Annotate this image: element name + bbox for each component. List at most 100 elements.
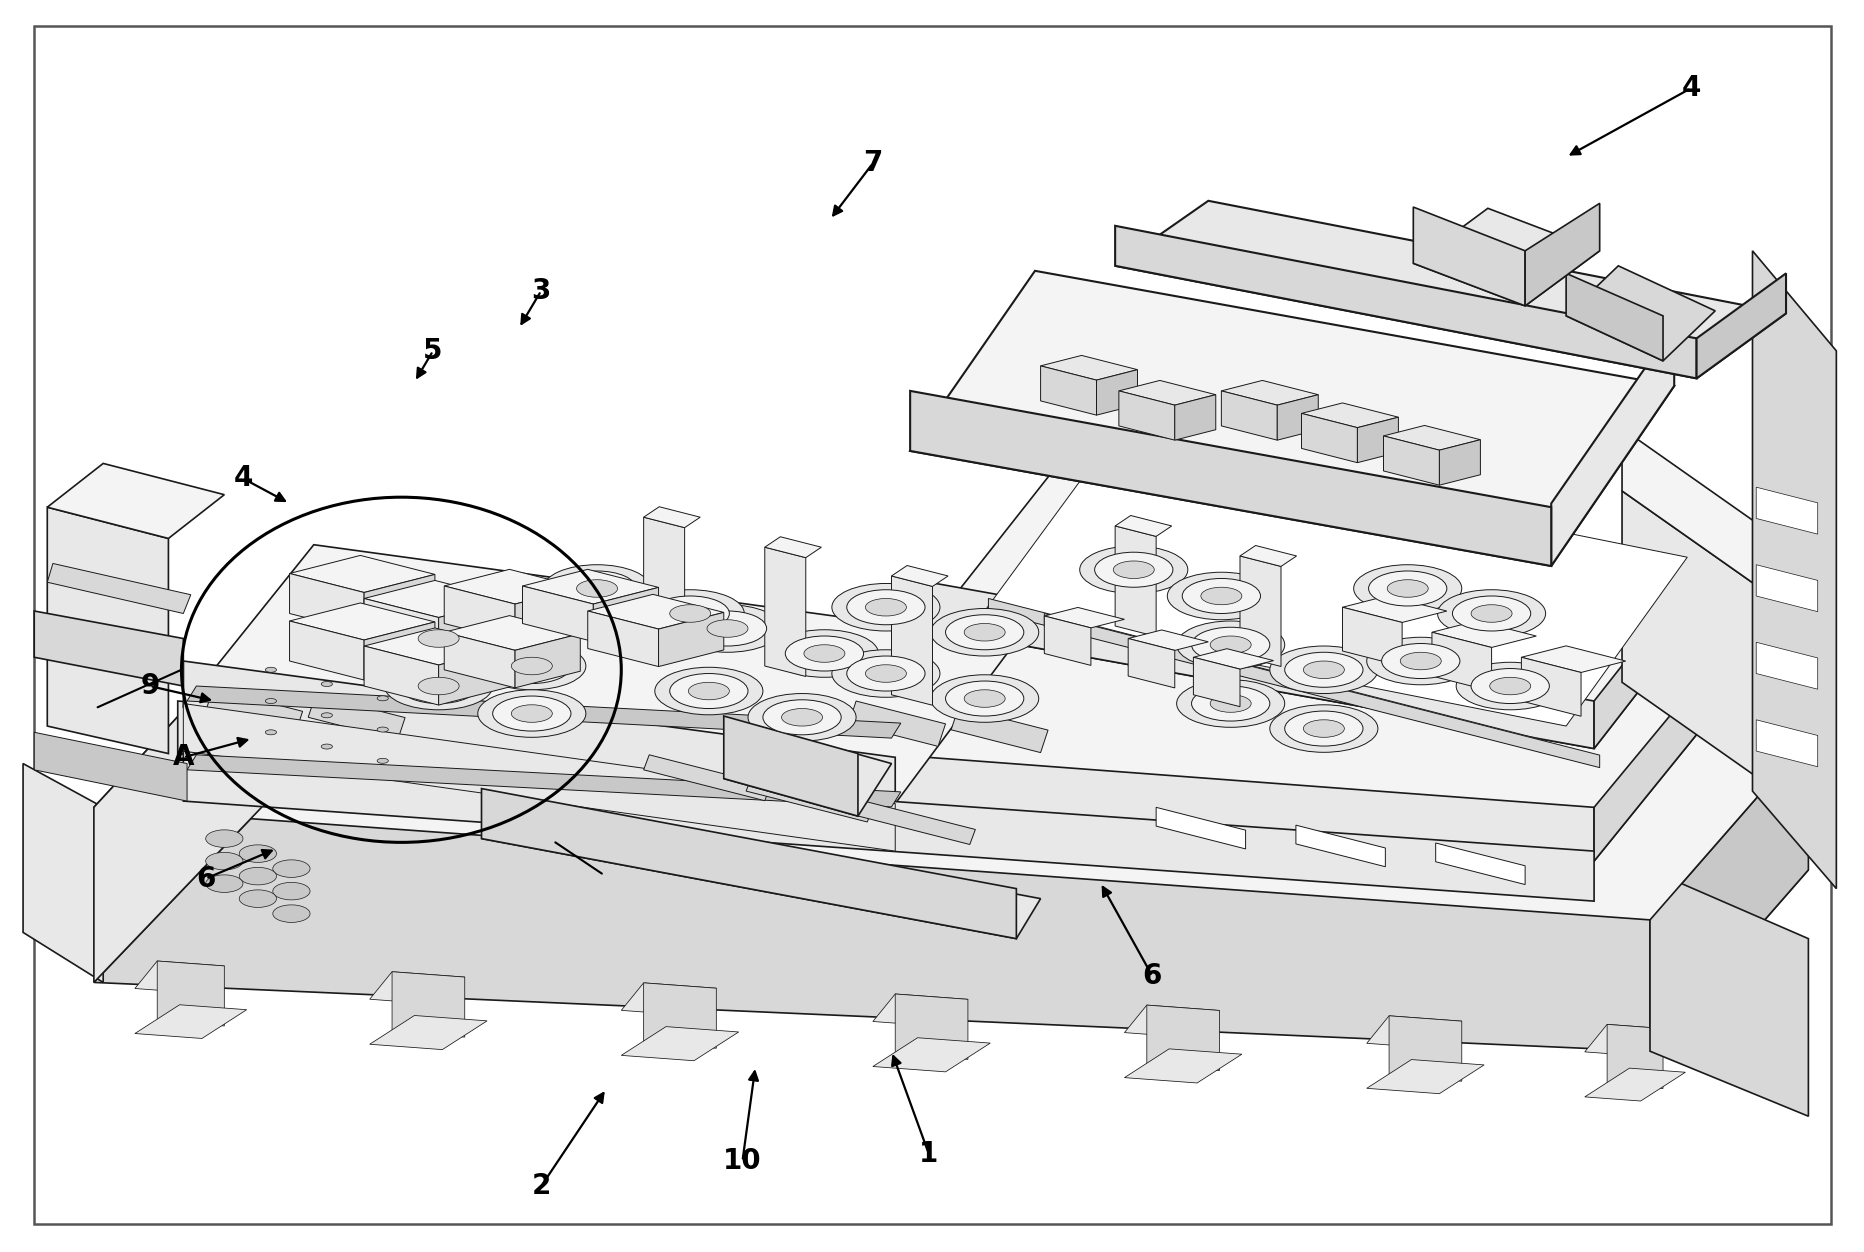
Ellipse shape xyxy=(265,699,276,704)
Polygon shape xyxy=(723,716,857,816)
Polygon shape xyxy=(93,626,1808,920)
Polygon shape xyxy=(643,517,684,646)
Polygon shape xyxy=(1383,436,1439,486)
Ellipse shape xyxy=(399,621,477,656)
Polygon shape xyxy=(1756,720,1817,766)
Ellipse shape xyxy=(770,630,878,677)
Polygon shape xyxy=(643,755,770,801)
Ellipse shape xyxy=(1489,677,1530,695)
Polygon shape xyxy=(363,598,438,657)
Polygon shape xyxy=(1096,369,1137,416)
Polygon shape xyxy=(1342,607,1402,666)
Ellipse shape xyxy=(945,681,1023,716)
Ellipse shape xyxy=(706,620,747,637)
Polygon shape xyxy=(1156,808,1245,849)
Ellipse shape xyxy=(651,596,729,631)
Polygon shape xyxy=(444,586,514,641)
Ellipse shape xyxy=(1456,662,1564,710)
Polygon shape xyxy=(1277,394,1318,441)
Polygon shape xyxy=(1607,1024,1663,1088)
Ellipse shape xyxy=(239,890,276,908)
Ellipse shape xyxy=(1471,669,1549,704)
Polygon shape xyxy=(587,595,723,629)
Text: 3: 3 xyxy=(531,277,550,304)
Ellipse shape xyxy=(930,608,1038,656)
Polygon shape xyxy=(1128,630,1208,650)
Text: 7: 7 xyxy=(863,149,882,178)
Polygon shape xyxy=(1124,1005,1219,1038)
Polygon shape xyxy=(363,575,434,632)
Polygon shape xyxy=(1193,657,1240,706)
Ellipse shape xyxy=(477,642,585,690)
Polygon shape xyxy=(1584,1068,1685,1101)
Polygon shape xyxy=(1566,265,1715,361)
Polygon shape xyxy=(764,547,805,676)
Polygon shape xyxy=(183,704,895,851)
Polygon shape xyxy=(363,646,438,705)
Polygon shape xyxy=(1342,596,1446,622)
Polygon shape xyxy=(1413,208,1599,305)
Ellipse shape xyxy=(865,665,906,682)
Polygon shape xyxy=(984,441,1687,726)
Polygon shape xyxy=(1240,546,1295,566)
Polygon shape xyxy=(1650,870,1808,1117)
Ellipse shape xyxy=(1303,720,1344,737)
Ellipse shape xyxy=(964,623,1005,641)
Ellipse shape xyxy=(1353,565,1461,612)
Polygon shape xyxy=(205,689,302,734)
Ellipse shape xyxy=(865,598,906,616)
Ellipse shape xyxy=(477,690,585,737)
Ellipse shape xyxy=(1210,695,1251,712)
Ellipse shape xyxy=(511,705,552,722)
Polygon shape xyxy=(93,808,1808,1052)
Polygon shape xyxy=(1240,556,1281,666)
Polygon shape xyxy=(1115,526,1156,636)
Polygon shape xyxy=(895,994,967,1059)
Polygon shape xyxy=(1432,621,1536,647)
Polygon shape xyxy=(1366,1059,1484,1094)
Ellipse shape xyxy=(669,605,710,622)
Text: 4: 4 xyxy=(233,464,252,492)
Text: 5: 5 xyxy=(423,337,442,364)
Polygon shape xyxy=(444,632,514,687)
Ellipse shape xyxy=(688,611,766,646)
Ellipse shape xyxy=(265,667,276,672)
Polygon shape xyxy=(587,611,658,666)
Polygon shape xyxy=(93,626,261,983)
Polygon shape xyxy=(183,751,1594,901)
Ellipse shape xyxy=(321,681,332,686)
Polygon shape xyxy=(723,726,891,816)
Polygon shape xyxy=(47,563,190,613)
Polygon shape xyxy=(369,972,464,1004)
Polygon shape xyxy=(514,587,580,641)
Polygon shape xyxy=(1650,739,1808,1052)
Ellipse shape xyxy=(762,700,841,735)
Polygon shape xyxy=(177,578,1734,861)
Text: A: A xyxy=(173,744,194,771)
Polygon shape xyxy=(183,661,895,804)
Polygon shape xyxy=(1301,403,1398,428)
Polygon shape xyxy=(1756,487,1817,535)
Polygon shape xyxy=(1221,381,1318,406)
Ellipse shape xyxy=(1387,580,1428,597)
Polygon shape xyxy=(1128,639,1174,687)
Polygon shape xyxy=(1366,1015,1461,1049)
Polygon shape xyxy=(1118,381,1215,406)
Polygon shape xyxy=(1622,428,1817,629)
Polygon shape xyxy=(1044,616,1090,665)
Polygon shape xyxy=(872,1038,990,1072)
Ellipse shape xyxy=(1182,578,1260,613)
Polygon shape xyxy=(363,622,434,680)
Ellipse shape xyxy=(1079,546,1187,593)
Ellipse shape xyxy=(846,656,925,691)
Ellipse shape xyxy=(1452,596,1530,631)
Ellipse shape xyxy=(272,883,309,900)
Text: 2: 2 xyxy=(531,1172,550,1201)
Polygon shape xyxy=(1521,646,1625,672)
Ellipse shape xyxy=(673,605,781,652)
Polygon shape xyxy=(438,600,509,657)
Ellipse shape xyxy=(399,669,477,704)
Text: 4: 4 xyxy=(1681,74,1700,103)
Polygon shape xyxy=(363,629,509,665)
Ellipse shape xyxy=(964,690,1005,707)
